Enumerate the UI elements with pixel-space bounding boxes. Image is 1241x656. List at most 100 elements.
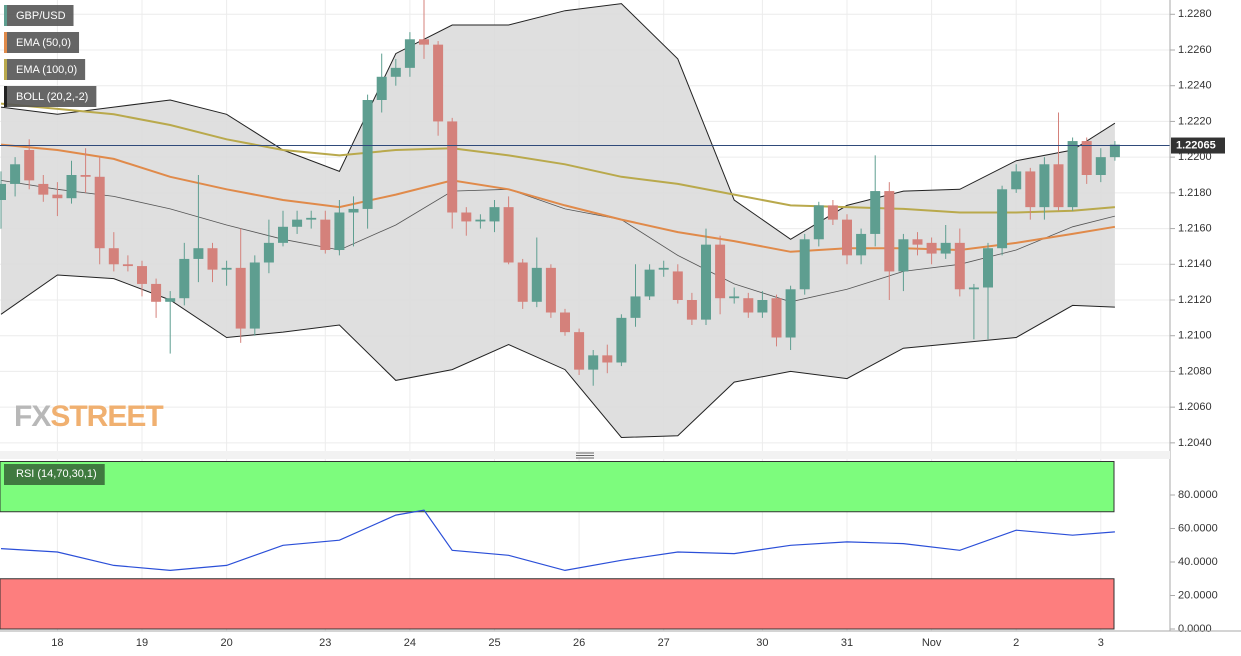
candle-body	[827, 205, 838, 220]
legend-box	[4, 86, 97, 107]
candle-body	[560, 312, 570, 333]
legend-box	[4, 464, 105, 485]
candle-body	[263, 242, 274, 263]
x-tick-label: 23	[319, 637, 331, 649]
candle-body	[80, 175, 91, 177]
candle-body	[376, 76, 387, 100]
candle-body	[489, 207, 500, 222]
candle-body	[108, 248, 119, 265]
boll-middle	[0, 180, 1115, 303]
candle-body	[179, 258, 190, 299]
legend-label: EMA (100,0)	[16, 64, 77, 76]
y-tick-label: 0.0000	[1178, 623, 1212, 635]
x-tick-label: 18	[51, 637, 63, 649]
x-tick-label: 25	[488, 637, 500, 649]
legend-label: GBP/USD	[16, 10, 66, 22]
candle-body	[66, 175, 77, 199]
boll-upper	[0, 3, 1116, 240]
candle-body	[24, 150, 35, 181]
candle-body	[616, 317, 627, 363]
candle-body	[940, 242, 951, 254]
candle-body	[644, 269, 655, 297]
candle-body	[799, 239, 810, 290]
candle-body	[630, 296, 641, 318]
candle-body	[292, 219, 303, 227]
candle-body	[658, 267, 669, 270]
candle-body	[1095, 157, 1106, 175]
candle-body	[743, 298, 754, 313]
candle-body	[968, 287, 979, 290]
y-tick-label: 60.0000	[1178, 522, 1218, 534]
y-tick-label: 1.2080	[1178, 365, 1212, 377]
y-tick-label: 1.2220	[1178, 115, 1212, 127]
overbought-zone	[0, 461, 1115, 513]
legend-box	[4, 5, 74, 26]
candle-body	[1053, 164, 1064, 208]
candle-body	[531, 267, 542, 302]
candle-body	[94, 176, 105, 249]
candle-body	[52, 194, 63, 199]
candle-body	[0, 183, 6, 200]
x-tick-label: 20	[220, 637, 232, 649]
rsi-panel: 0.0000 20.0000 40.0000 60.0000 80.0000 RSI (1…	[0, 461, 1218, 635]
candle-body	[122, 264, 133, 267]
candle-body	[235, 267, 246, 329]
watermark-fx: FX	[14, 400, 51, 433]
y-tick-label: 1.2160	[1178, 222, 1212, 234]
x-tick-label: 31	[841, 637, 853, 649]
y-tick-label: 1.2260	[1178, 44, 1212, 56]
candle-body	[1067, 141, 1078, 208]
oversold-zone	[0, 578, 1115, 630]
candle-body	[362, 100, 373, 209]
legend-swatch	[4, 59, 7, 80]
candle-body	[390, 67, 401, 77]
candle-body	[334, 212, 345, 250]
last-price-box	[1171, 137, 1225, 154]
candle-body	[602, 355, 613, 363]
candle-body	[715, 244, 726, 299]
candle-body	[1025, 171, 1036, 208]
candle-body	[785, 289, 796, 338]
candle-body	[1109, 144, 1120, 158]
x-tick-label: 3	[1098, 637, 1104, 649]
candle-body	[771, 298, 782, 338]
x-tick-label: 27	[658, 637, 670, 649]
candle-body	[588, 355, 599, 370]
candle-body	[193, 248, 204, 259]
y-tick-label: 80.0000	[1178, 489, 1218, 501]
candle-body	[517, 262, 528, 302]
candle-body	[433, 44, 444, 122]
candle-body	[686, 300, 697, 320]
y-tick-label: 1.2060	[1178, 401, 1212, 413]
candle-body	[151, 283, 162, 302]
candle-body	[856, 233, 867, 256]
candle-body	[884, 191, 895, 272]
y-tick-label: 40.0000	[1178, 556, 1218, 568]
legend-box	[4, 59, 86, 80]
legend-box	[4, 32, 80, 53]
boll-lower	[0, 274, 1115, 439]
candle-body	[912, 239, 923, 245]
candle-body	[348, 208, 359, 213]
candle-body	[447, 121, 458, 213]
legend-swatch	[4, 5, 7, 26]
candle-body	[306, 217, 317, 220]
y-tick-label: 1.2240	[1178, 80, 1212, 92]
candle-body	[983, 248, 993, 288]
last-price-label: 1.22065	[1176, 139, 1216, 151]
y-tick-label: 1.2200	[1178, 151, 1212, 163]
candle-body	[10, 164, 21, 184]
candle-body	[419, 39, 429, 45]
legend-label: BOLL (20,2,-2)	[16, 91, 88, 103]
legend-swatch	[4, 86, 7, 107]
candle-body	[404, 39, 415, 68]
candle-body	[475, 219, 486, 222]
watermark-street: STREET	[50, 400, 163, 433]
candle-body	[729, 296, 740, 299]
y-tick-label: 1.2120	[1178, 294, 1212, 306]
y-tick-label: 1.2040	[1178, 437, 1212, 449]
price-panel: 1.2040 1.2060 1.2080 1.2100 1.2120 1.2140 1.21…	[0, 0, 1225, 649]
x-tick-label: 30	[756, 637, 768, 649]
